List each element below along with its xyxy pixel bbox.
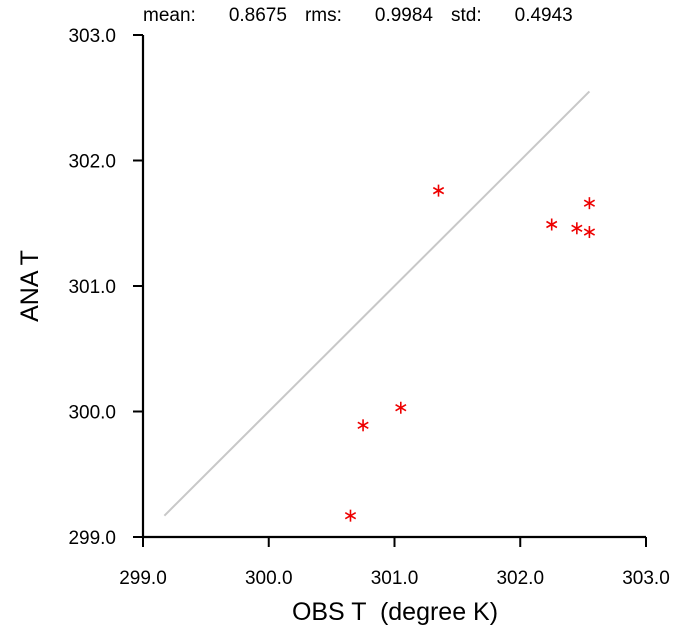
scatter-point — [583, 226, 596, 239]
rms-value: 0.9984 — [374, 5, 433, 26]
scatter-point — [583, 197, 596, 210]
x-tick-label: 301.0 — [371, 568, 419, 589]
rms-label: rms: — [304, 5, 342, 26]
scatter-point — [344, 509, 357, 522]
y-axis-title: ANA T — [16, 250, 44, 322]
mean-value: 0.8675 — [228, 5, 287, 26]
y-tick-label: 300.0 — [68, 403, 116, 424]
x-tick-label: 300.0 — [245, 568, 293, 589]
y-tick-label: 301.0 — [68, 277, 116, 298]
scatter-point — [357, 419, 369, 432]
scatter-point — [546, 218, 558, 231]
std-label: std: — [451, 5, 482, 26]
x-tick-label: 302.0 — [496, 568, 544, 589]
y-tick-label: 299.0 — [68, 528, 116, 549]
y-tick-label: 302.0 — [68, 152, 116, 173]
y-tick-label: 303.0 — [68, 26, 116, 47]
mean-label: mean: — [143, 5, 196, 26]
x-tick-label: 303.0 — [622, 568, 670, 589]
std-value: 0.4943 — [514, 5, 573, 26]
one-to-one-line — [163, 90, 591, 517]
stats-line: mean: 0.8675 rms: 0.9984 std: 0.4943 — [143, 5, 573, 27]
points-group — [344, 184, 596, 522]
reference-line-group — [163, 90, 591, 517]
x-tick-label: 299.0 — [119, 568, 167, 589]
scatter-point — [432, 184, 445, 197]
scatter-point — [395, 401, 407, 414]
scatter-point — [571, 222, 583, 235]
x-axis-title: OBS T (degree K) — [292, 598, 498, 626]
tick-group: 299.0 300.0 301.0 302.0 303.0 299.0 300.0 301.0… — [68, 26, 669, 589]
